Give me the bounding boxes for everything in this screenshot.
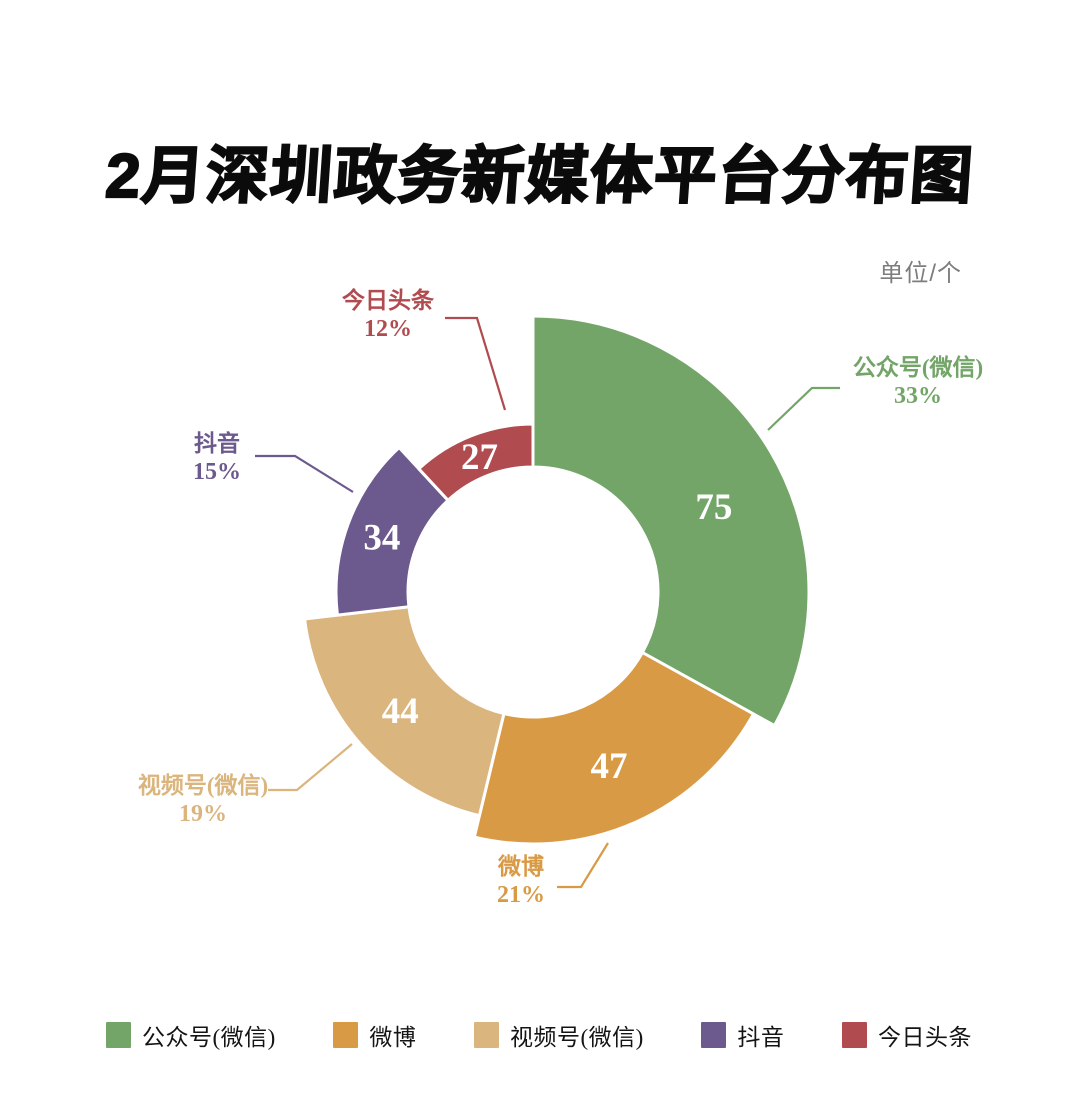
legend-item-wechat-official: 公众号(微信): [106, 1018, 276, 1052]
callout-percent: 15%: [193, 459, 241, 485]
legend-swatch-icon: [701, 1022, 727, 1048]
legend-swatch-icon: [473, 1022, 499, 1048]
callout-percent: 21%: [497, 882, 545, 908]
callout-percent: 19%: [179, 801, 227, 827]
callout-label: 公众号(微信): [852, 355, 984, 380]
legend-label: 视频号(微信): [509, 1025, 644, 1050]
chart-legend: 公众号(微信) 微博 视频号(微信) 抖音 今日头条: [106, 1018, 972, 1052]
leader-line-wechat-official: [767, 386, 840, 431]
leader-line-video-channel: [268, 743, 353, 792]
callout-label: 今日头条: [342, 288, 434, 313]
legend-label: 抖音: [737, 1025, 785, 1050]
callout-label: 微博: [498, 854, 544, 879]
pie-slice-toutiao: [417, 422, 535, 502]
legend-item-toutiao: 今日头条: [841, 1018, 972, 1052]
callout-percent: 12%: [364, 316, 412, 342]
slice-value-toutiao: 27: [461, 437, 498, 478]
callout-douyin: 抖音 15%: [107, 430, 327, 486]
pie-slice-wechat-official: [531, 314, 811, 728]
pie-slice-douyin: [334, 446, 450, 617]
legend-swatch-icon: [106, 1022, 131, 1048]
legend-item-video-channel: 视频号(微信): [473, 1018, 644, 1052]
callout-wechat-official: 公众号(微信) 33%: [808, 354, 1028, 410]
slice-value-video-channel: 44: [382, 691, 419, 732]
leader-line-douyin: [255, 454, 354, 493]
leader-line-toutiao: [445, 316, 507, 411]
callout-video-channel: 视频号(微信) 19%: [93, 772, 313, 828]
legend-label: 公众号(微信): [142, 1025, 276, 1050]
slice-value-weibo: 47: [591, 746, 628, 787]
callout-percent: 33%: [894, 383, 942, 409]
pie-slice-weibo: [472, 651, 755, 846]
legend-item-douyin: 抖音: [701, 1018, 784, 1052]
callout-toutiao: 今日头条 12%: [278, 287, 498, 343]
callout-weibo: 微博 21%: [411, 853, 631, 909]
unit-label: 单位/个: [879, 260, 962, 287]
callout-label: 视频号(微信): [137, 773, 269, 798]
legend-item-weibo: 微博: [333, 1018, 416, 1052]
pie-slice-video-channel: [303, 605, 506, 818]
callout-label: 抖音: [194, 431, 240, 456]
legend-label: 微博: [369, 1025, 417, 1050]
legend-swatch-icon: [333, 1022, 359, 1048]
slice-value-douyin: 34: [363, 518, 400, 559]
legend-label: 今日头条: [877, 1025, 972, 1050]
leader-line-weibo: [557, 842, 609, 889]
legend-swatch-icon: [841, 1022, 867, 1048]
slice-value-wechat-official: 75: [695, 487, 732, 528]
